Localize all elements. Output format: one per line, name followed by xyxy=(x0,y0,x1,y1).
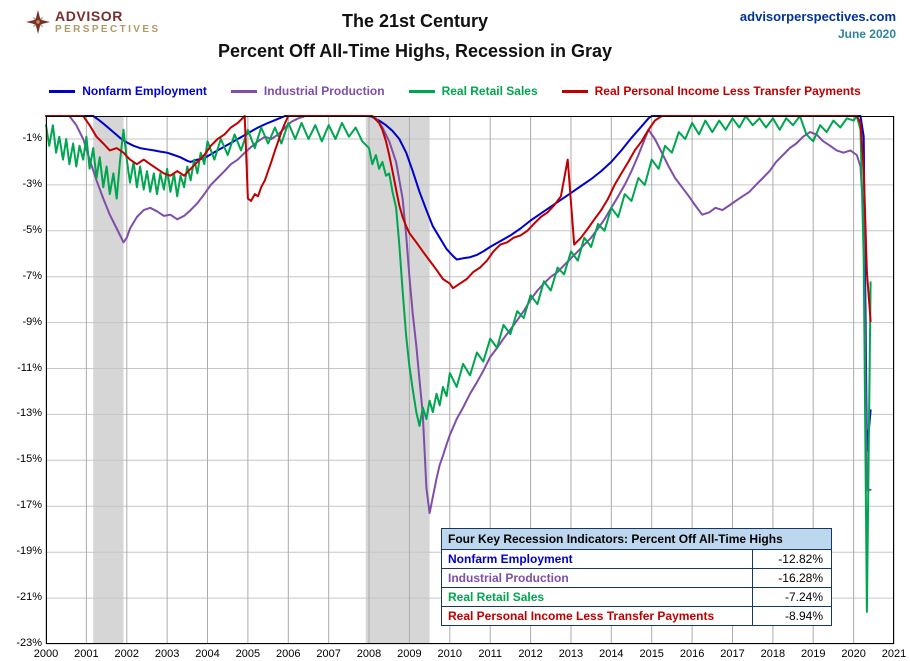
compass-logo-icon xyxy=(26,9,50,34)
y-axis-tick-label: -9% xyxy=(22,315,42,328)
x-axis-tick-label: 2008 xyxy=(356,648,382,660)
brand-name-advisor: ADVISOR xyxy=(55,8,123,24)
x-axis-tick-label: 2013 xyxy=(558,648,584,660)
x-axis-tick-label: 2012 xyxy=(518,648,543,660)
y-axis-tick-label: -17% xyxy=(16,499,42,512)
legend-label: Industrial Production xyxy=(263,84,385,98)
legend-label: Real Retail Sales xyxy=(441,84,538,98)
series-line-real-retail-sales xyxy=(45,115,872,613)
chart-subtitle: Percent Off All-Time Highs, Recession in… xyxy=(217,41,613,61)
legend-item-real-personal-income: Real Personal Income Less Transfer Payme… xyxy=(561,84,861,98)
source-block: advisorperspectives.com June 2020 xyxy=(740,9,896,41)
advisor-perspectives-logo: ADVISOR PERSPECTIVES xyxy=(26,8,161,36)
legend-swatch-icon xyxy=(230,89,257,93)
y-axis-tick-label: -21% xyxy=(16,591,42,604)
recession-indicators-table: Four Key Recession Indicators: Percent O… xyxy=(441,528,832,626)
y-axis-tick-label: -1% xyxy=(22,131,42,144)
x-axis-tick-label: 2005 xyxy=(235,648,261,660)
x-axis-tick-label: 2004 xyxy=(195,648,220,660)
x-axis-tick-label: 2009 xyxy=(397,648,422,660)
table-series-name: Real Retail Sales xyxy=(442,588,753,606)
x-axis-tick-label: 2017 xyxy=(720,648,745,660)
legend-label: Real Personal Income Less Transfer Payme… xyxy=(594,84,861,98)
table-row: Real Personal Income Less Transfer Payme… xyxy=(442,607,831,625)
table-series-value: -8.94% xyxy=(784,609,823,623)
y-axis-tick-label: -23% xyxy=(16,637,42,649)
x-axis-tick-label: 2000 xyxy=(33,648,59,660)
legend-item-nonfarm-employment: Nonfarm Employment xyxy=(49,84,207,98)
x-axis-tick-label: 2019 xyxy=(800,648,826,660)
table-row: Real Retail Sales -7.24% xyxy=(442,588,831,607)
series-line-real-personal-income-less-transfer-payments xyxy=(45,115,872,323)
x-axis-tick-label: 2021 xyxy=(881,648,907,660)
table-row: Industrial Production -16.28% xyxy=(442,569,831,588)
y-axis-tick-label: -3% xyxy=(22,177,42,190)
x-axis-tick-label: 2003 xyxy=(154,648,180,660)
recession-band xyxy=(93,116,124,644)
table-series-value: -7.24% xyxy=(784,590,823,604)
x-axis-tick-label: 2015 xyxy=(639,648,664,660)
series-line-industrial-production xyxy=(45,115,872,515)
legend-item-industrial-production: Industrial Production xyxy=(230,84,385,98)
legend-swatch-icon xyxy=(561,89,588,93)
table-series-value: -16.28% xyxy=(778,571,823,585)
legend-item-real-retail-sales: Real Retail Sales xyxy=(408,84,538,98)
x-axis-tick-label: 2018 xyxy=(760,648,786,660)
table-series-name: Real Personal Income Less Transfer Payme… xyxy=(442,607,753,625)
brand-name-perspectives: PERSPECTIVES xyxy=(55,24,161,36)
x-axis-tick-label: 2007 xyxy=(316,648,341,660)
y-axis-tick-label: -13% xyxy=(16,407,42,420)
legend-swatch-icon xyxy=(49,89,76,93)
x-axis-tick-label: 2006 xyxy=(276,648,301,660)
chart-canvas xyxy=(45,115,895,645)
chart-title: The 21st Century xyxy=(341,11,489,31)
table-series-value: -12.82% xyxy=(778,552,823,566)
website-link[interactable]: advisorperspectives.com xyxy=(739,9,896,24)
y-axis-tick-label: -7% xyxy=(22,269,42,282)
legend-swatch-icon xyxy=(408,89,435,93)
x-axis-tick-label: 2010 xyxy=(437,648,463,660)
table-row: Nonfarm Employment -12.82% xyxy=(442,550,831,569)
y-axis-tick-label: -19% xyxy=(16,545,42,558)
publication-date: June 2020 xyxy=(837,27,896,41)
y-axis-tick-label: -11% xyxy=(17,361,42,374)
series-line-nonfarm-employment xyxy=(45,115,872,453)
y-axis-tick-label: -15% xyxy=(16,453,42,466)
legend-label: Nonfarm Employment xyxy=(82,84,207,98)
table-title: Four Key Recession Indicators: Percent O… xyxy=(442,529,831,550)
x-axis-tick-label: 2002 xyxy=(114,648,139,660)
x-axis-tick-label: 2001 xyxy=(74,648,99,660)
chart-title-block: The 21st Century Percent Off All-Time Hi… xyxy=(120,11,710,62)
y-axis-tick-label: -5% xyxy=(22,223,42,236)
table-series-name: Industrial Production xyxy=(442,569,753,587)
x-axis-tick-label: 2014 xyxy=(599,648,624,660)
x-axis-tick-label: 2016 xyxy=(679,648,705,660)
chart-legend: Nonfarm Employment Industrial Production… xyxy=(0,84,910,98)
table-series-name: Nonfarm Employment xyxy=(442,550,753,568)
x-axis-tick-label: 2011 xyxy=(478,648,503,660)
plot-border xyxy=(46,116,894,644)
x-axis-tick-label: 2020 xyxy=(841,648,866,660)
